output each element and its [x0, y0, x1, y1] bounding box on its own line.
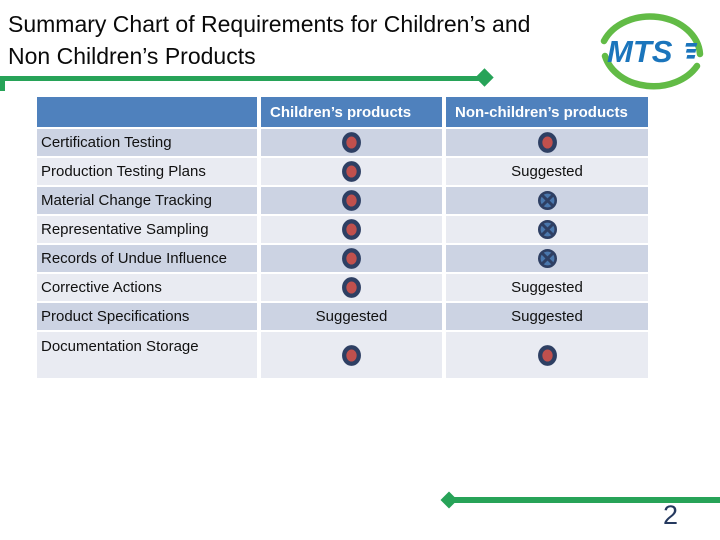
table-cell-non-childrens-products: [446, 332, 648, 378]
table-row-label: Corrective Actions: [37, 274, 257, 301]
slide-title-line2: Non Children’s Products: [8, 43, 256, 69]
table-header-non-childrens-products: Non-children’s products: [446, 97, 648, 127]
footer-accent-diamond: [440, 491, 458, 509]
mts-logo-graphic: MTS: [600, 13, 704, 90]
filled-dot-icon: [341, 276, 362, 299]
table-cell-non-childrens-products: [446, 245, 648, 272]
filled-dot-icon: [341, 247, 362, 270]
crossed-circle-icon: [537, 190, 558, 211]
title-underline-left-stub: [0, 76, 5, 91]
filled-dot-icon: [341, 344, 362, 367]
title-underline: [0, 76, 482, 81]
table-row-label: Representative Sampling: [37, 216, 257, 243]
page-number: 2: [662, 500, 678, 530]
filled-dot-icon: [341, 218, 362, 241]
table-row-label: Certification Testing: [37, 129, 257, 156]
logo-top-arc: [600, 13, 704, 58]
logo-text: MTS: [607, 34, 673, 69]
table-cell-non-childrens-products: Suggested: [446, 303, 648, 330]
table-cell-childrens-products: [261, 274, 442, 301]
footer-accent-line: [450, 497, 720, 503]
logo-bottom-arc: [601, 52, 701, 90]
filled-dot-icon: [537, 131, 558, 154]
table-cell-childrens-products: [261, 332, 442, 378]
table-row-label: Production Testing Plans: [37, 158, 257, 185]
table-cell-childrens-products: Suggested: [261, 303, 442, 330]
table-cell-childrens-products: [261, 187, 442, 214]
table-row-label: Documentation Storage: [37, 332, 257, 378]
logo-speed-lines-icon: [685, 43, 698, 59]
crossed-circle-icon: [537, 219, 558, 240]
table-header-empty: [37, 97, 257, 127]
table-cell-non-childrens-products: [446, 187, 648, 214]
table-cell-childrens-products: [261, 216, 442, 243]
table-row-label: Records of Undue Influence: [37, 245, 257, 272]
filled-dot-icon: [341, 189, 362, 212]
table-cell-non-childrens-products: Suggested: [446, 274, 648, 301]
filled-dot-icon: [341, 131, 362, 154]
table-cell-childrens-products: [261, 245, 442, 272]
filled-dot-icon: [537, 344, 558, 367]
table-cell-non-childrens-products: [446, 129, 648, 156]
mts-logo: MTS: [596, 4, 710, 94]
table-row-label: Product Specifications: [37, 303, 257, 330]
requirements-table: Children’s products Non-children’s produ…: [37, 97, 648, 378]
slide-title: Summary Chart of Requirements for Childr…: [8, 8, 588, 72]
crossed-circle-icon: [537, 248, 558, 269]
table-cell-non-childrens-products: Suggested: [446, 158, 648, 185]
table-header-childrens-products: Children’s products: [261, 97, 442, 127]
slide-title-line1: Summary Chart of Requirements for Childr…: [8, 11, 531, 37]
table-row-label: Material Change Tracking: [37, 187, 257, 214]
table-cell-childrens-products: [261, 129, 442, 156]
table-cell-non-childrens-products: [446, 216, 648, 243]
filled-dot-icon: [341, 160, 362, 183]
table-cell-childrens-products: [261, 158, 442, 185]
